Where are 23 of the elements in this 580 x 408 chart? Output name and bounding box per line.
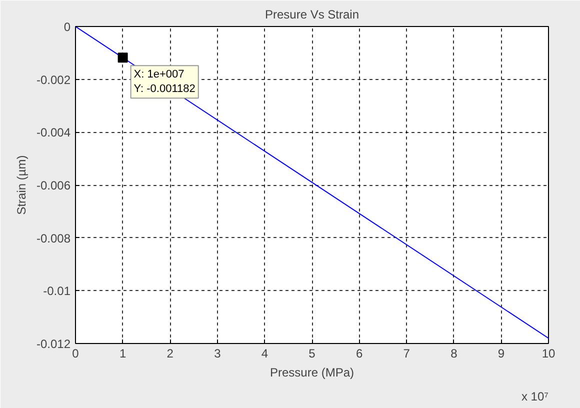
y-tick-label: -0.012 — [36, 337, 71, 351]
chart-title: Presure Vs Strain — [264, 8, 360, 22]
x-tick-label: 9 — [498, 346, 505, 360]
x-axis-title: Pressure (MPa) — [270, 366, 354, 380]
y-tick-label: -0.01 — [43, 284, 71, 298]
x-tick-label: 7 — [403, 346, 410, 360]
annotation: X: 1e+007 Y: -0.001182 — [134, 68, 196, 96]
x-tick-label: 8 — [450, 346, 458, 360]
x-tick-label: 10 — [542, 346, 556, 360]
y-tick-label: -0.006 — [36, 178, 71, 192]
y-tick-label: -0.008 — [36, 231, 71, 246]
x-tick-label: 0 — [72, 346, 80, 360]
y-tick-label: -0.002 — [36, 72, 71, 87]
x-tick-label: 5 — [308, 346, 316, 360]
x-tick-label: 3 — [214, 346, 222, 360]
text: x 10⁷ — [521, 390, 549, 404]
x-tick-label: 2 — [166, 346, 174, 360]
y-axis-title: Strain (µm) — [14, 155, 28, 215]
y-tick-label: 0 — [64, 20, 71, 34]
x-tick-label: 1 — [119, 346, 126, 360]
x-tick-label: 4 — [261, 346, 268, 360]
y-tick-label: -0.004 — [36, 126, 71, 140]
x-tick-label: 6 — [356, 346, 363, 360]
